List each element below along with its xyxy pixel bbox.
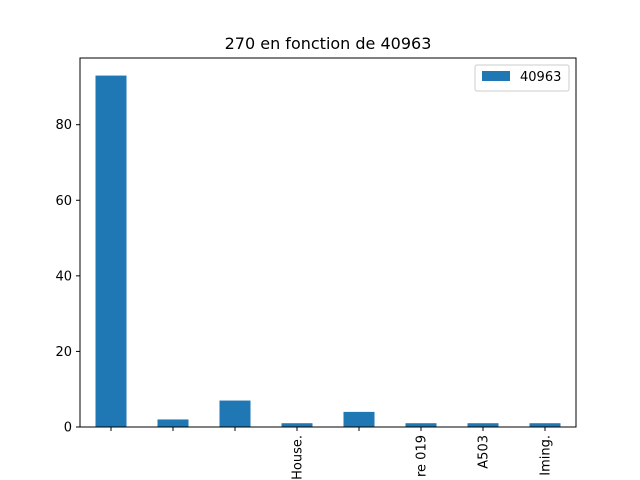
legend: 40963	[474, 64, 570, 92]
bar	[95, 75, 127, 428]
y-tick-label: 20	[55, 345, 72, 360]
x-tick-label: Iming.	[539, 435, 554, 476]
x-axis: House. re 019 A503 Iming.	[110, 427, 554, 480]
y-tick-label: 0	[64, 421, 72, 436]
legend-swatch	[482, 71, 510, 81]
x-tick-label: re 019	[415, 435, 430, 477]
plot-frame	[79, 57, 577, 428]
bar	[529, 423, 561, 427]
bar	[343, 411, 375, 427]
bar	[157, 419, 189, 427]
legend-label: 40963	[520, 70, 561, 85]
x-tick-label: A503	[477, 435, 492, 469]
chart-title: 270 en fonction de 40963	[225, 34, 432, 53]
x-tick-label: House.	[291, 435, 306, 480]
bars-group	[95, 75, 561, 428]
y-tick-label: 60	[55, 194, 72, 209]
bar	[219, 400, 251, 427]
plot-area: 0 20 40 60 80 House. re 019 A503 Iming.	[55, 57, 577, 480]
y-tick-label: 80	[55, 118, 72, 133]
y-axis: 0 20 40 60 80	[55, 118, 80, 436]
bar	[405, 423, 437, 427]
y-tick-label: 40	[55, 269, 72, 284]
bar	[281, 423, 313, 427]
bar	[467, 423, 499, 427]
